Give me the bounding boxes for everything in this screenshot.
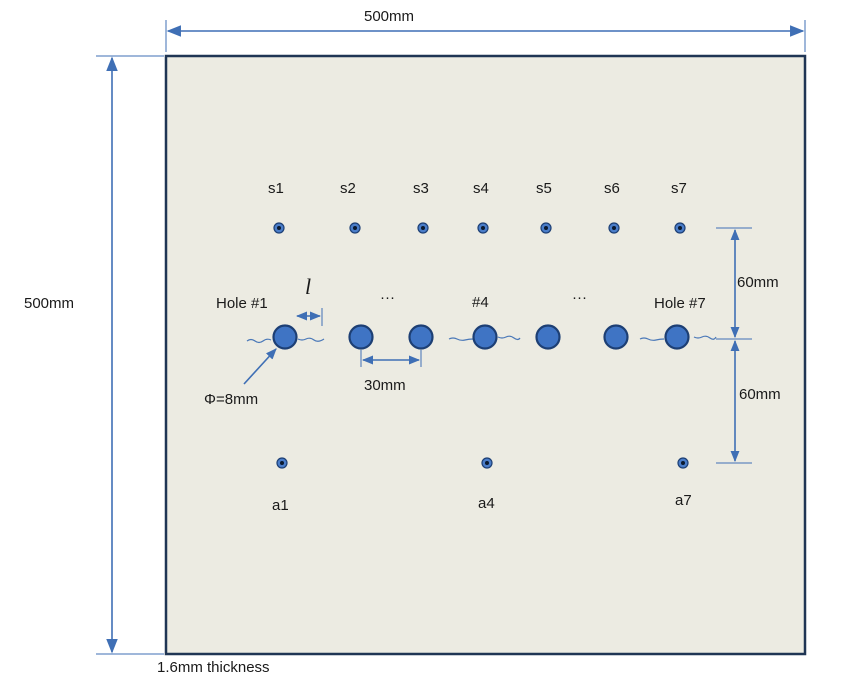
sensor-label: s6 xyxy=(604,180,620,197)
hole-5 xyxy=(535,324,561,350)
spacing-label: 30mm xyxy=(364,377,406,394)
offset-dimensions: 60mm 60mm xyxy=(716,227,781,464)
holes xyxy=(272,324,690,350)
bottom-actuators xyxy=(276,457,689,469)
height-label: 500mm xyxy=(24,295,74,312)
sensor-label: s4 xyxy=(473,180,489,197)
sensor-marker xyxy=(417,222,429,234)
plate xyxy=(164,54,807,656)
sensor-marker xyxy=(349,222,361,234)
crack-hole-7 xyxy=(639,335,717,341)
hole-4 xyxy=(472,324,498,350)
actuator-marker xyxy=(677,457,689,469)
actuator-label: a4 xyxy=(478,495,495,512)
height-dimension: 500mm xyxy=(24,55,164,655)
sensor-marker xyxy=(540,222,552,234)
hole-4-label: #4 xyxy=(472,294,489,311)
actuator-label: a7 xyxy=(675,492,692,509)
hole-1 xyxy=(272,324,298,350)
hole-labels: Hole #1 ··· #4 ··· Hole #7 l xyxy=(216,274,706,312)
sensor-label: s3 xyxy=(413,180,429,197)
sensor-label: s5 xyxy=(536,180,552,197)
diameter-label: Φ=8mm xyxy=(204,391,258,408)
sensor-marker xyxy=(477,222,489,234)
sensor-label: s7 xyxy=(671,180,687,197)
sensor-label: s2 xyxy=(340,180,356,197)
sensor-marker xyxy=(273,222,285,234)
cracks xyxy=(246,335,717,344)
crack-hole-1 xyxy=(246,337,325,344)
thickness-label: 1.6mm thickness xyxy=(157,659,270,676)
diameter-callout: Φ=8mm xyxy=(204,348,277,408)
width-dimension: 500mm xyxy=(165,8,806,52)
actuator-marker xyxy=(481,457,493,469)
sensor-label: s1 xyxy=(268,180,284,197)
hole-3 xyxy=(408,324,434,350)
sensor-marker xyxy=(608,222,620,234)
actuator-marker xyxy=(276,457,288,469)
width-label: 500mm xyxy=(364,8,414,25)
sensor-labels: s1 s2 s3 s4 s5 s6 s7 xyxy=(268,180,687,197)
hole-7-label: Hole #7 xyxy=(654,295,706,312)
hole-1-label: Hole #1 xyxy=(216,295,268,312)
spacing-dimension: 30mm xyxy=(360,350,422,394)
sensor-marker xyxy=(674,222,686,234)
hole-6 xyxy=(603,324,629,350)
upper-offset-label: 60mm xyxy=(737,274,779,291)
actuator-label: a1 xyxy=(272,497,289,514)
top-sensors xyxy=(273,222,686,234)
lower-offset-label: 60mm xyxy=(739,386,781,403)
ellipsis-left: ··· xyxy=(380,289,395,306)
ellipsis-right: ··· xyxy=(572,289,587,306)
hole-2 xyxy=(348,324,374,350)
hole-7 xyxy=(664,324,690,350)
actuator-labels: a1 a4 a7 xyxy=(272,492,692,514)
crack-hole-4 xyxy=(448,335,521,341)
crack-length-dimension xyxy=(295,308,323,326)
crack-length-label: l xyxy=(305,274,311,299)
